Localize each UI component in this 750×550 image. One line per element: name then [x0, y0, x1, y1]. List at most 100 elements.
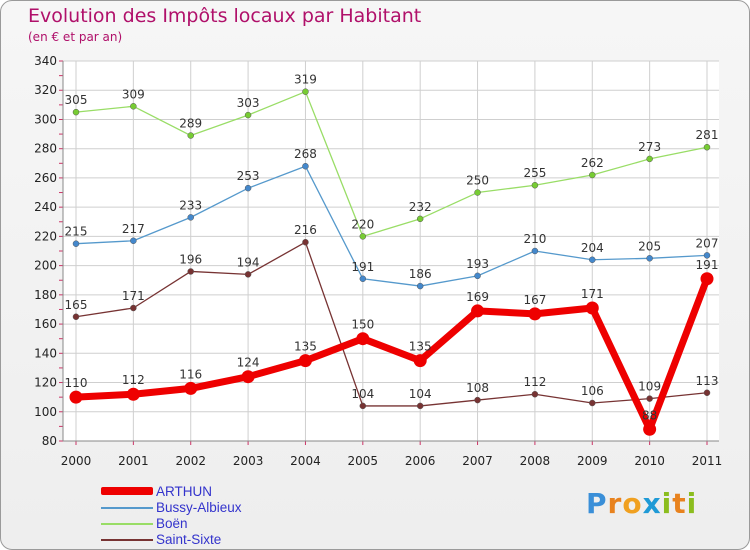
data-label-bussy-albieux: 233	[179, 198, 202, 212]
data-label-bo-n: 309	[122, 87, 145, 101]
y-tick-label: 240	[34, 200, 57, 214]
data-point-arthun	[528, 307, 542, 321]
logo-letter: o	[622, 487, 643, 520]
data-point-arthun	[356, 332, 370, 346]
data-label-bussy-albieux: 207	[696, 236, 719, 250]
data-point-bussy-albieux	[302, 162, 309, 170]
data-point-saint-sixte	[359, 402, 367, 410]
data-point-saint-sixte	[646, 395, 653, 402]
data-label-bo-n: 262	[581, 156, 604, 170]
data-label-arthun: 112	[122, 373, 145, 387]
data-point-bussy-albieux	[416, 282, 424, 290]
data-point-bussy-albieux	[187, 214, 194, 221]
y-tick-label: 220	[34, 229, 57, 243]
legend-label-bussy-albieux: Bussy-Albieux	[156, 500, 242, 515]
legend-swatch-bussy-albieux	[101, 507, 153, 509]
data-point-bo-n	[187, 132, 194, 139]
x-tick-label: 2004	[290, 454, 321, 468]
data-point-bo-n	[646, 155, 653, 163]
data-point-bo-n	[302, 88, 309, 95]
data-point-arthun	[298, 354, 312, 368]
x-tick-label: 2009	[577, 454, 608, 468]
data-label-bo-n: 273	[638, 140, 661, 154]
series-line-bo-n	[75, 91, 708, 238]
data-point-bussy-albieux	[72, 240, 80, 247]
data-label-saint-sixte: 106	[581, 384, 604, 398]
data-point-saint-sixte	[302, 238, 309, 246]
data-label-bo-n: 232	[409, 200, 432, 214]
data-point-bo-n	[130, 103, 137, 110]
plot-area	[63, 61, 719, 441]
data-label-saint-sixte: 165	[65, 298, 88, 312]
data-label-bo-n: 250	[466, 174, 489, 188]
data-label-bussy-albieux: 253	[237, 169, 260, 183]
legend-label-arthun: ARTHUN	[156, 484, 213, 499]
x-tick-label: 2001	[118, 454, 149, 468]
data-label-bussy-albieux: 215	[65, 225, 88, 239]
data-label-bussy-albieux: 217	[122, 222, 145, 236]
data-point-arthun	[126, 387, 140, 401]
chart-subtitle: (en € et par an)	[28, 30, 123, 44]
data-point-arthun	[413, 354, 427, 368]
data-label-bussy-albieux: 210	[523, 232, 546, 246]
y-tick-label: 120	[34, 376, 57, 390]
x-tick-label: 2003	[233, 454, 264, 468]
y-tick-label: 200	[34, 259, 57, 273]
data-label-saint-sixte: 196	[179, 252, 202, 266]
data-label-saint-sixte: 194	[237, 255, 260, 269]
data-point-bo-n	[72, 108, 80, 116]
x-tick-label: 2010	[634, 454, 665, 468]
data-label-bo-n: 289	[179, 117, 202, 131]
data-point-saint-sixte	[589, 399, 596, 407]
data-label-saint-sixte: 216	[294, 223, 317, 237]
data-point-bussy-albieux	[359, 275, 367, 283]
data-point-arthun	[184, 381, 198, 395]
data-label-saint-sixte: 104	[409, 387, 432, 401]
logo-letter: i	[686, 487, 698, 520]
y-tick-label: 80	[42, 434, 57, 448]
legend-label-saint-sixte: Saint-Sixte	[156, 532, 222, 547]
data-point-saint-sixte	[244, 271, 252, 278]
data-point-bussy-albieux	[589, 256, 596, 264]
logo-letter: x	[642, 487, 662, 520]
data-label-bo-n: 319	[294, 73, 317, 87]
proxiti-logo: Proxiti	[586, 487, 697, 520]
data-label-bussy-albieux: 268	[294, 147, 317, 161]
data-point-saint-sixte	[416, 402, 424, 410]
data-label-bo-n: 255	[523, 166, 546, 180]
series-saint-sixte: 165 171 196 194 216 104 104 108 112 106 109 113	[65, 223, 718, 410]
legend-swatch-boen	[101, 523, 153, 525]
data-label-saint-sixte: 109	[638, 380, 661, 394]
data-label-bo-n: 281	[696, 128, 719, 142]
data-point-bussy-albieux	[646, 255, 653, 262]
legend-swatch-arthun	[101, 487, 153, 495]
data-point-bo-n	[244, 111, 252, 119]
logo-letter: r	[607, 487, 623, 520]
data-point-arthun	[69, 390, 83, 404]
data-point-bussy-albieux	[474, 272, 481, 280]
series-line-arthun	[72, 275, 711, 433]
x-tick-label: 2006	[405, 454, 436, 468]
data-label-arthun: 135	[294, 340, 317, 354]
data-point-bussy-albieux	[531, 247, 539, 255]
x-tick-label: 2005	[348, 454, 379, 468]
y-tick-label: 100	[34, 405, 57, 419]
data-label-arthun: 124	[237, 356, 260, 370]
y-tick-label: 320	[34, 83, 57, 97]
logo-letter: i	[661, 487, 673, 520]
data-label-arthun: 135	[409, 340, 432, 354]
data-label-saint-sixte: 104	[351, 387, 374, 401]
data-point-arthun	[643, 422, 657, 436]
data-label-bussy-albieux: 204	[581, 241, 604, 255]
data-point-arthun	[700, 272, 714, 286]
data-label-arthun: 110	[65, 376, 88, 390]
y-tick-label: 340	[34, 54, 57, 68]
series-bo-n: 305 309 289 303 319 220 232 250 255 262 273 281	[65, 73, 719, 240]
data-label-bussy-albieux: 186	[409, 267, 432, 281]
data-point-arthun	[585, 301, 599, 315]
x-tick-label: 2008	[520, 454, 551, 468]
data-point-bussy-albieux	[244, 184, 252, 192]
series-bussy-albieux: 215 217 233 253 268 191 186 193 210 204 205 207	[65, 147, 719, 290]
